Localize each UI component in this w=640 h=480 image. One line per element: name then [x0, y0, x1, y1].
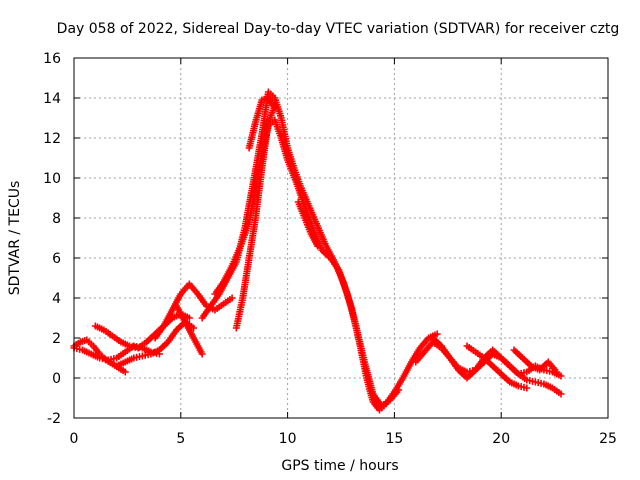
chart-title: Day 058 of 2022, Sidereal Day-to-day VTE… — [57, 21, 620, 37]
x-tick-label: 10 — [279, 431, 297, 447]
data-point — [395, 386, 403, 394]
y-tick-label: 6 — [52, 251, 61, 267]
y-tick-labels: -2 0 2 4 6 8 10 12 14 16 — [43, 51, 61, 427]
x-tick-label: 15 — [385, 431, 403, 447]
x-tick-labels: 0 5 10 15 20 25 — [70, 431, 617, 447]
x-tick-label: 0 — [70, 431, 79, 447]
x-tick-label: 20 — [492, 431, 510, 447]
data-point — [198, 350, 206, 358]
series-arc-9 — [232, 102, 279, 332]
data-point — [314, 242, 322, 250]
x-axis-label: GPS time / hours — [281, 458, 398, 474]
series-arc-2 — [70, 342, 163, 364]
series-arc-11 — [294, 198, 322, 250]
data-point — [228, 294, 236, 302]
y-axis-label: SDTVAR / TECUs — [7, 181, 23, 296]
series-arc-10 — [245, 94, 279, 152]
plot-frame — [73, 57, 609, 419]
series-arc-14 — [463, 342, 531, 392]
y-tick-label: 2 — [52, 331, 61, 347]
y-tick-label: 0 — [52, 371, 61, 387]
y-tick-label: 14 — [43, 91, 61, 107]
data-point — [557, 372, 565, 380]
y-tick-label: -2 — [47, 411, 61, 427]
series-arc-7 — [198, 88, 441, 414]
y-tick-label: 12 — [43, 131, 61, 147]
grid — [74, 58, 608, 418]
x-tick-label: 25 — [599, 431, 617, 447]
data-point — [271, 104, 279, 112]
y-tick-label: 4 — [52, 291, 61, 307]
data-point — [523, 384, 531, 392]
y-tick-label: 8 — [52, 211, 61, 227]
x-tick-label: 5 — [176, 431, 185, 447]
data-point — [433, 330, 441, 338]
y-tick-label: 16 — [43, 51, 61, 67]
data-point — [121, 368, 129, 376]
data-point — [553, 368, 561, 376]
series-arc-8 — [211, 116, 403, 410]
data-point — [557, 390, 565, 398]
data-point — [185, 314, 193, 322]
y-tick-label: 10 — [43, 171, 61, 187]
series-arc-15 — [510, 346, 561, 376]
data-points — [70, 88, 565, 414]
series-arc-6 — [173, 302, 206, 358]
